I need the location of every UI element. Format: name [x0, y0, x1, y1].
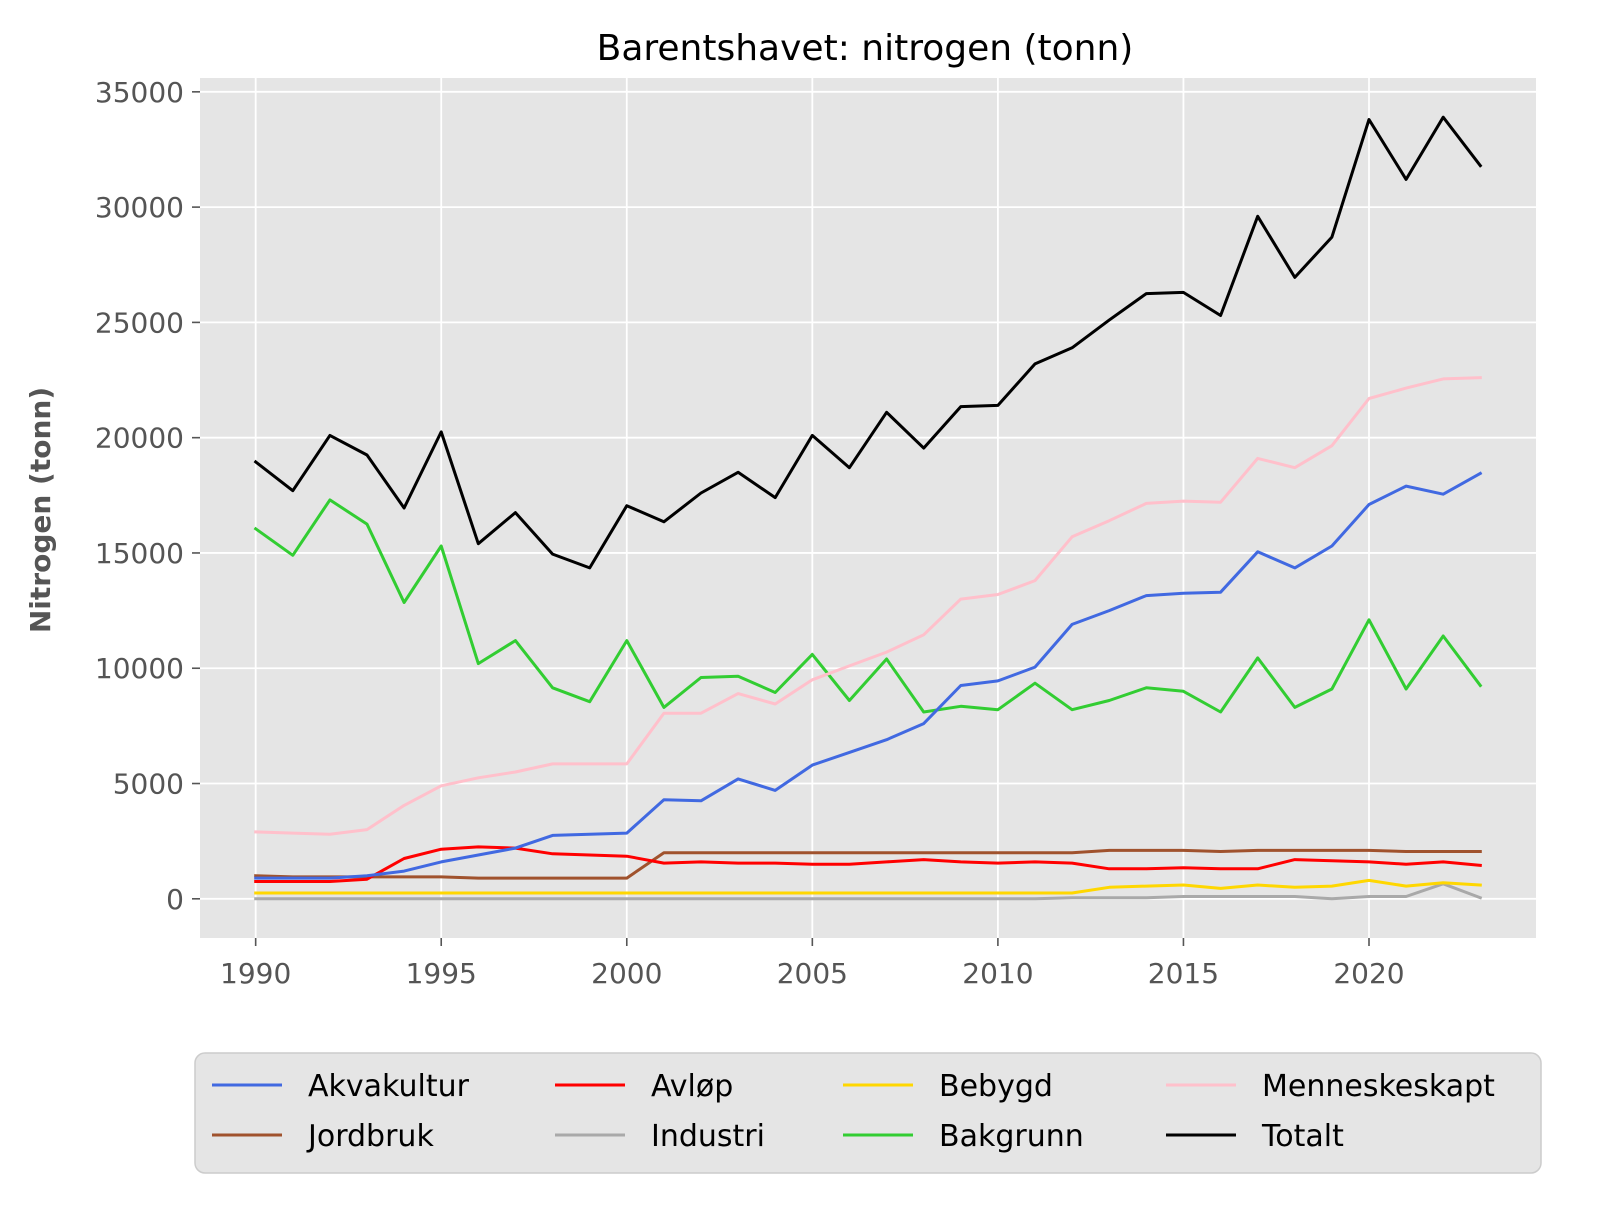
chart-title: Barentshavet: nitrogen (tonn) [597, 28, 1134, 69]
y-tick-label: 30000 [95, 191, 184, 224]
x-tick-label: 2005 [777, 957, 848, 990]
x-tick-label: 2010 [962, 957, 1033, 990]
legend-label: Totalt [1261, 1119, 1344, 1154]
y-tick-label: 20000 [95, 422, 184, 455]
series-line-bebygd [254, 878, 1482, 895]
series-line-jordbruk [254, 848, 1482, 880]
y-axis-label: Nitrogen (tonn) [24, 387, 57, 633]
legend-label: Industri [651, 1119, 765, 1154]
x-tick-label: 2015 [1148, 957, 1219, 990]
legend-box [194, 1052, 1542, 1174]
legend-label: Bebygd [939, 1069, 1053, 1104]
x-tick-label: 2000 [591, 957, 662, 990]
legend-label: Avløp [651, 1069, 733, 1104]
series-line-akvakultur [254, 471, 1483, 880]
legend-label: Bakgrunn [939, 1119, 1084, 1154]
y-axis-ticks: 0 5000 10000 15000 20000 25000 30000 35000 [95, 76, 200, 916]
series-line-menneskeskapt [254, 376, 1482, 836]
y-tick-label: 5000 [113, 768, 184, 801]
x-axis-ticks: 1990 1995 2000 2005 2010 2015 2020 [220, 938, 1405, 990]
series-lines [253, 115, 1483, 901]
x-tick-label: 1995 [406, 957, 477, 990]
series-line-avløp [254, 845, 1482, 883]
legend-entries: Akvakultur Avløp Bebygd Menneskeskapt Jordbr… [212, 1069, 1495, 1154]
y-tick-label: 25000 [95, 306, 184, 339]
series-line-totalt [253, 115, 1483, 570]
legend-label: Jordbruk [306, 1119, 434, 1154]
legend-label: Akvakultur [308, 1069, 470, 1104]
x-tick-label: 2020 [1333, 957, 1404, 990]
y-tick-label: 0 [166, 883, 184, 916]
y-tick-label: 15000 [95, 537, 184, 570]
series-line-industri [254, 882, 1483, 901]
series-line-bakgrunn [253, 498, 1483, 714]
y-tick-label: 35000 [95, 76, 184, 109]
y-tick-label: 10000 [95, 652, 184, 685]
legend: Akvakultur Avløp Bebygd Menneskeskapt Jordbr… [194, 1052, 1542, 1174]
x-tick-label: 1990 [220, 957, 291, 990]
legend-label: Menneskeskapt [1262, 1069, 1495, 1104]
